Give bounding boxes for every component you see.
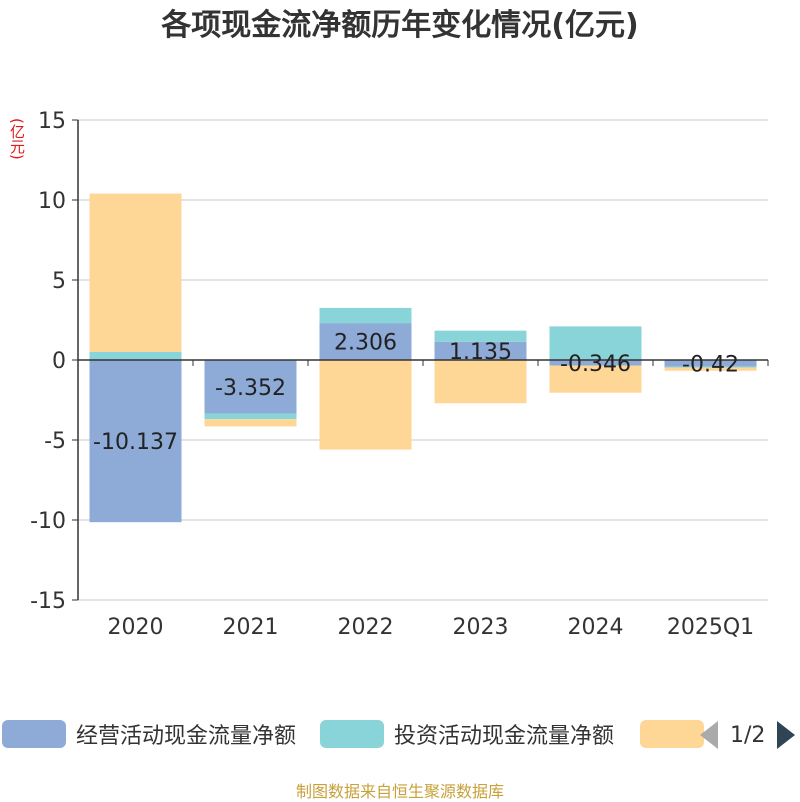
y-axis-unit: (亿元) [8,118,26,160]
chart-title: 各项现金流净额历年变化情况(亿元) [161,8,639,43]
source-footer: 制图数据来自恒生聚源数据库 [295,782,504,801]
bar-investing [434,330,527,342]
bar-operating [319,323,412,360]
bar-investing [319,307,412,324]
bar-operating [89,360,182,523]
bar-investing [89,352,182,360]
data-label: -10.137 [93,430,178,455]
x-tick-label: 2025Q1 [667,615,754,640]
bar-financing [204,419,297,427]
prev-page-icon[interactable] [700,721,718,749]
page-indicator: 1/2 [730,722,766,748]
y-tick-label: -15 [30,589,66,614]
legend-label-operating: 经营活动现金流量净额 [76,724,297,749]
bar-financing [549,365,642,393]
legend: 经营活动现金流量净额 投资活动现金流量净额 [0,714,800,754]
legend-item-investing[interactable]: 投资活动现金流量净额 [320,714,614,754]
bar-operating [664,360,757,367]
x-tick-label: 2023 [453,615,509,640]
y-tick-label: 10 [38,189,66,214]
next-page-icon[interactable] [777,721,796,749]
bar-investing [204,413,297,420]
bar-financing [89,193,182,352]
legend-item-financing[interactable] [640,714,704,754]
y-tick-label: 5 [52,269,66,294]
data-label: 2.306 [334,331,397,356]
data-label: 1.135 [449,340,512,365]
y-tick-label: 15 [38,109,66,134]
x-tick-label: 2021 [223,615,279,640]
x-tick-label: 2022 [338,615,394,640]
bar-investing [664,366,757,368]
legend-swatch-investing [320,720,384,748]
x-tick-label: 2024 [568,615,624,640]
legend-item-operating[interactable]: 经营活动现金流量净额 [2,714,296,754]
bar-investing [549,326,642,360]
bar-financing [434,360,527,404]
legend-swatch-operating [2,720,66,748]
y-tick-label: -5 [44,429,66,454]
y-tick-label: 0 [52,349,66,374]
bar-financing [664,367,757,371]
data-label: -0.346 [560,352,631,377]
chart-canvas: 15 10 5 0 -5 -10 -15 -10.137 -3.352 2.306 1.135 -0.… [30,109,769,640]
legend-swatch-financing [640,720,704,748]
y-tick-label: -10 [30,509,66,534]
data-label: -0.42 [682,352,739,377]
bar-financing [319,360,412,450]
legend-label-investing: 投资活动现金流量净额 [394,724,615,749]
bar-operating [434,341,527,360]
data-label: -3.352 [215,376,286,401]
x-tick-label: 2020 [108,615,164,640]
bar-operating [549,360,642,366]
bar-operating [204,360,297,414]
legend-pager: 1/2 [700,718,796,752]
